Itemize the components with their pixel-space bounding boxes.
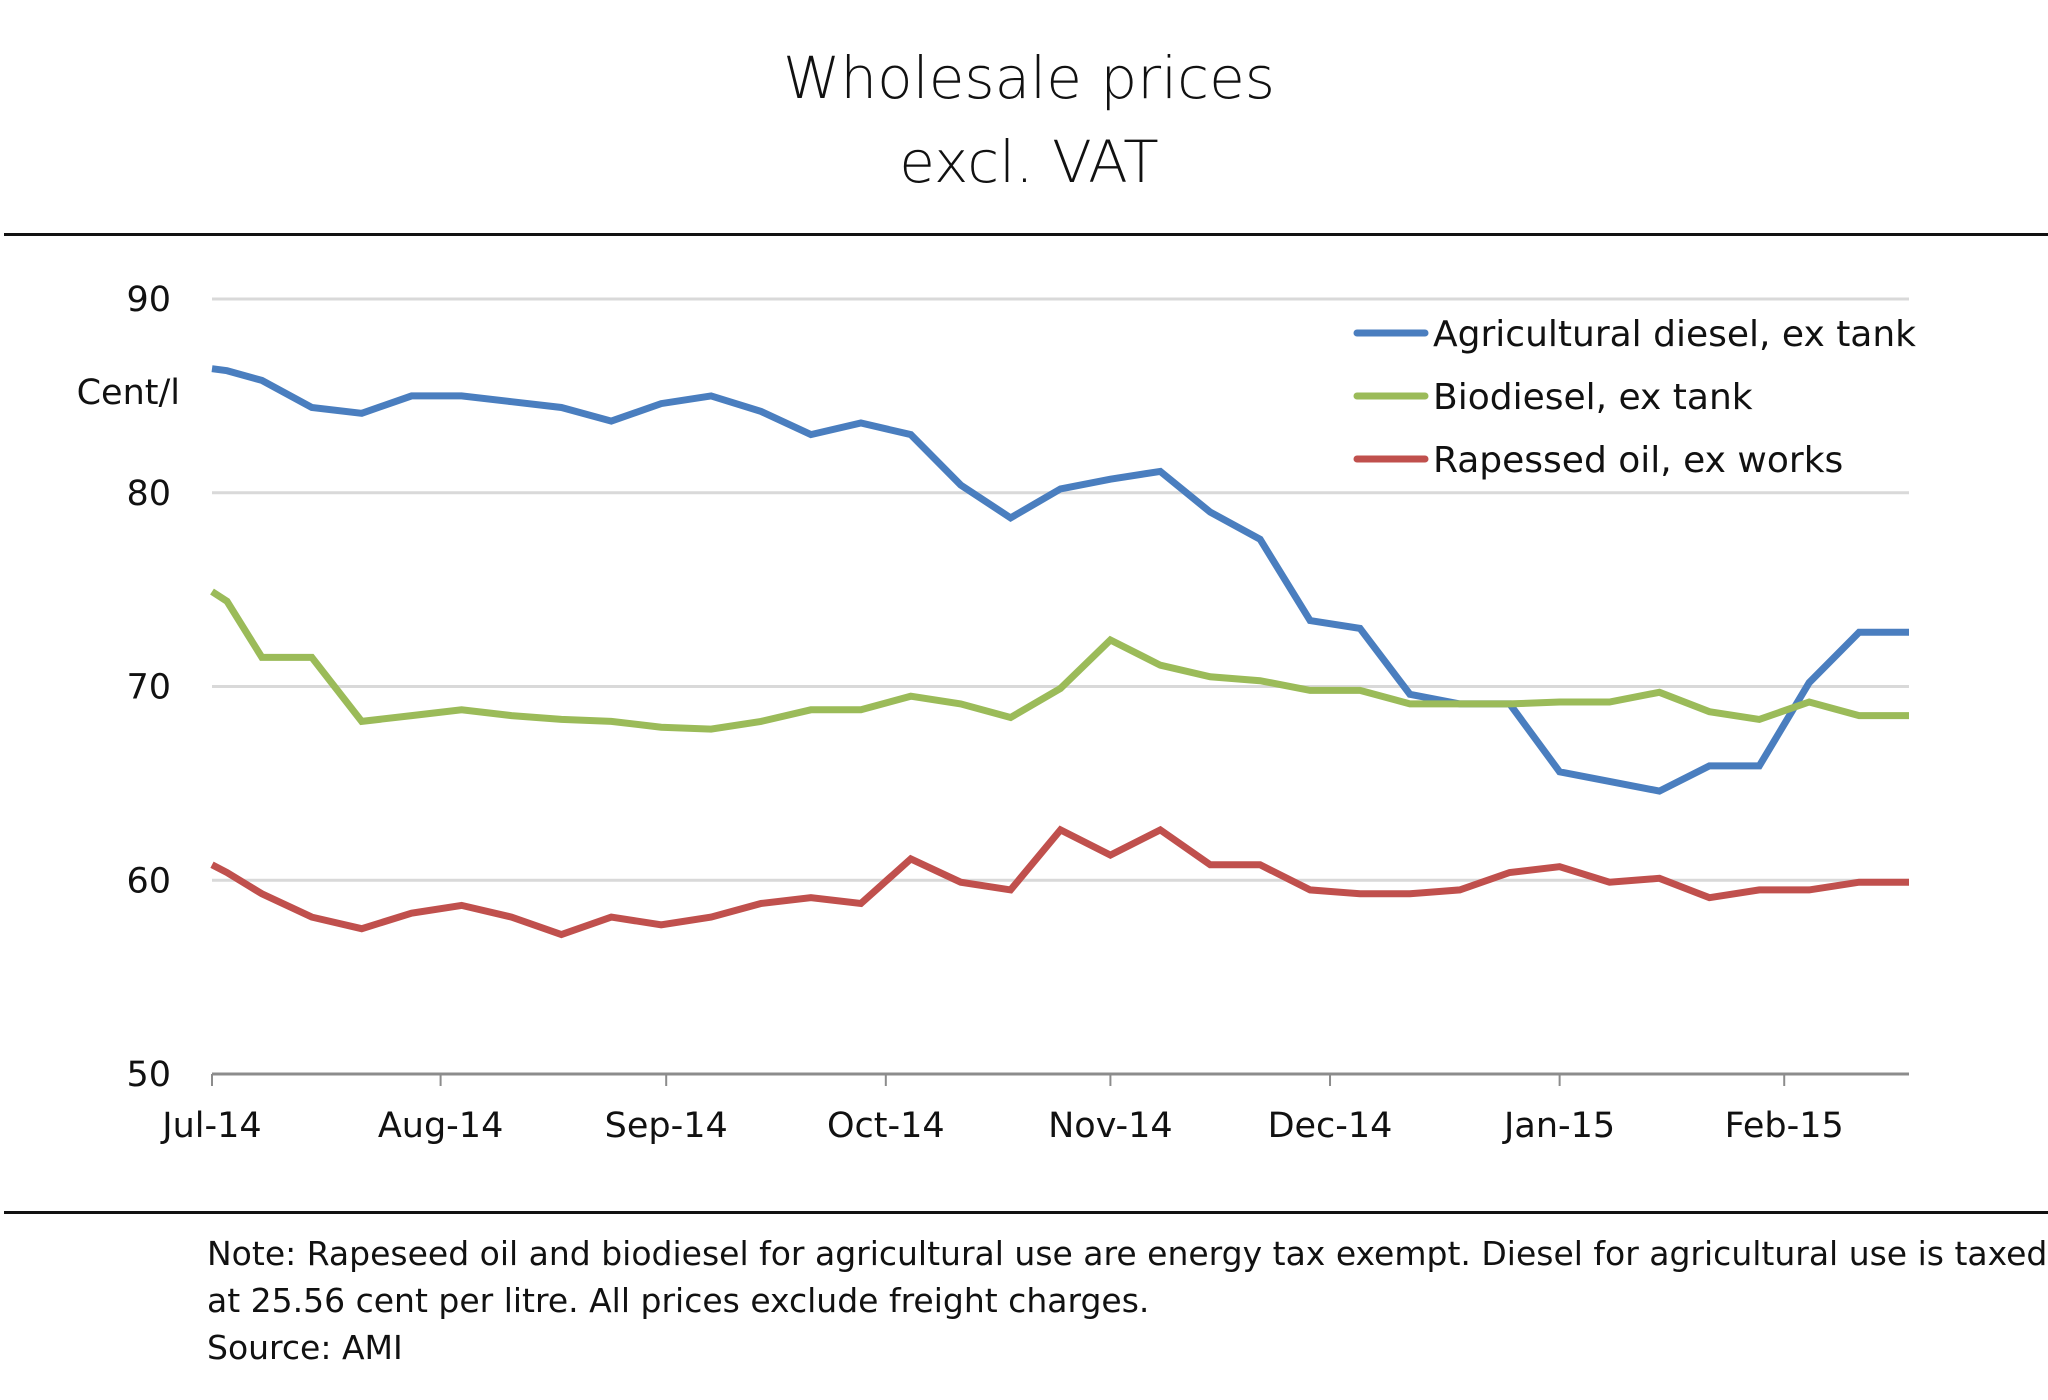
x-tick-label: Sep-14 <box>605 1106 728 1146</box>
x-tick-label: Dec-14 <box>1268 1106 1393 1146</box>
top-divider <box>4 233 2048 236</box>
y-axis-label: Cent/l <box>77 373 180 413</box>
source-note: Source: AMI <box>207 1328 403 1367</box>
series-line-1 <box>211 365 1909 795</box>
line-chart: 50 60 70 80 90 Cent/l Jul-14 Aug-14 Sep-14 Oct-… <box>77 280 1917 1146</box>
x-tick-label: Nov-14 <box>1048 1106 1173 1146</box>
footnote-line1: Note: Rapeseed oil and biodiesel for agr… <box>207 1234 2048 1273</box>
series-line-3 <box>210 825 1909 939</box>
x-tick-label: Jan-15 <box>1502 1106 1615 1146</box>
y-tick-label: 70 <box>126 668 171 708</box>
legend-label: Rapessed oil, ex works <box>1433 440 1843 481</box>
x-tick-label: Feb-15 <box>1725 1106 1844 1146</box>
chart-title-line2: excl. VAT <box>899 128 1159 196</box>
series-line-2 <box>210 588 1909 733</box>
y-tick-label: 80 <box>126 474 171 514</box>
legend: Agricultural diesel, ex tank Biodiesel, e… <box>1353 314 1916 481</box>
legend-label: Biodiesel, ex tank <box>1433 377 1753 418</box>
chart-title-line1: Wholesale prices <box>783 44 1275 112</box>
x-tick-label: Aug-14 <box>378 1106 504 1146</box>
series-lines <box>210 365 1909 939</box>
y-tick-label: 60 <box>126 861 171 901</box>
y-tick-label: 90 <box>126 280 171 320</box>
y-axis-ticks: 50 60 70 80 90 <box>126 280 171 1095</box>
x-axis: Jul-14 Aug-14 Sep-14 Oct-14 Nov-14 Dec-14 Jan-… <box>160 1072 1909 1146</box>
x-tick-label: Oct-14 <box>827 1106 945 1146</box>
footnote-line2: at 25.56 cent per litre. All prices excl… <box>207 1281 1150 1320</box>
y-tick-label: 50 <box>126 1055 171 1095</box>
legend-label: Agricultural diesel, ex tank <box>1433 314 1916 355</box>
bottom-divider <box>4 1211 2048 1214</box>
x-tick-label: Jul-14 <box>160 1106 261 1146</box>
